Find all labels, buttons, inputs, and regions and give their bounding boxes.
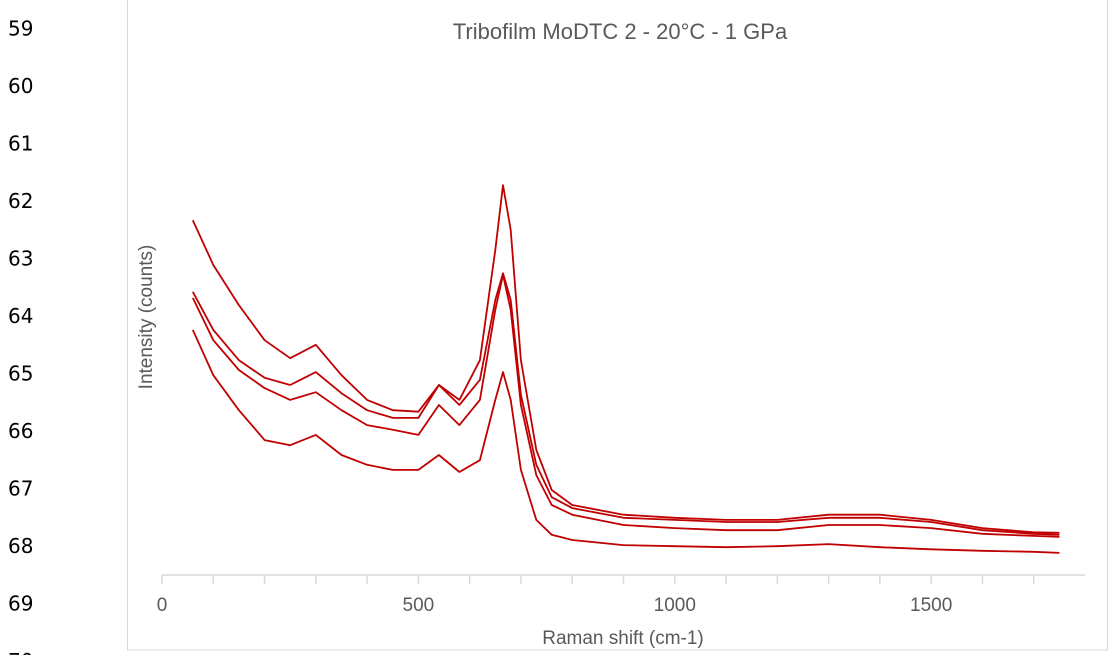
x-tick-label: 0: [157, 595, 168, 616]
line-number: 65: [8, 362, 33, 386]
y-axis-label: Intensity (counts): [136, 245, 157, 390]
data-line: [191, 184, 1060, 534]
data-line: [191, 273, 1060, 538]
line-number: 60: [8, 74, 33, 98]
line-number: 61: [8, 132, 33, 156]
line-number: 70: [8, 649, 33, 655]
line-number: 64: [8, 304, 33, 328]
x-tick-label: 500: [403, 595, 435, 616]
line-number: 63: [8, 247, 33, 271]
chart-frame: [127, 0, 1108, 651]
line-number: 69: [8, 592, 33, 616]
data-line: [192, 272, 1060, 536]
data-line: [191, 329, 1060, 554]
line-number: 59: [8, 17, 33, 41]
line-number: 68: [8, 534, 33, 558]
line-number: 62: [8, 189, 33, 213]
x-axis-label: Raman shift (cm-1): [542, 628, 704, 649]
chart-title: Tribofilm MoDTC 2 - 20°C - 1 GPa: [453, 19, 788, 44]
x-tick-label: 1000: [654, 595, 696, 616]
line-number: 67: [8, 477, 33, 501]
x-tick-label: 1500: [910, 595, 952, 616]
line-number: 66: [8, 419, 33, 443]
